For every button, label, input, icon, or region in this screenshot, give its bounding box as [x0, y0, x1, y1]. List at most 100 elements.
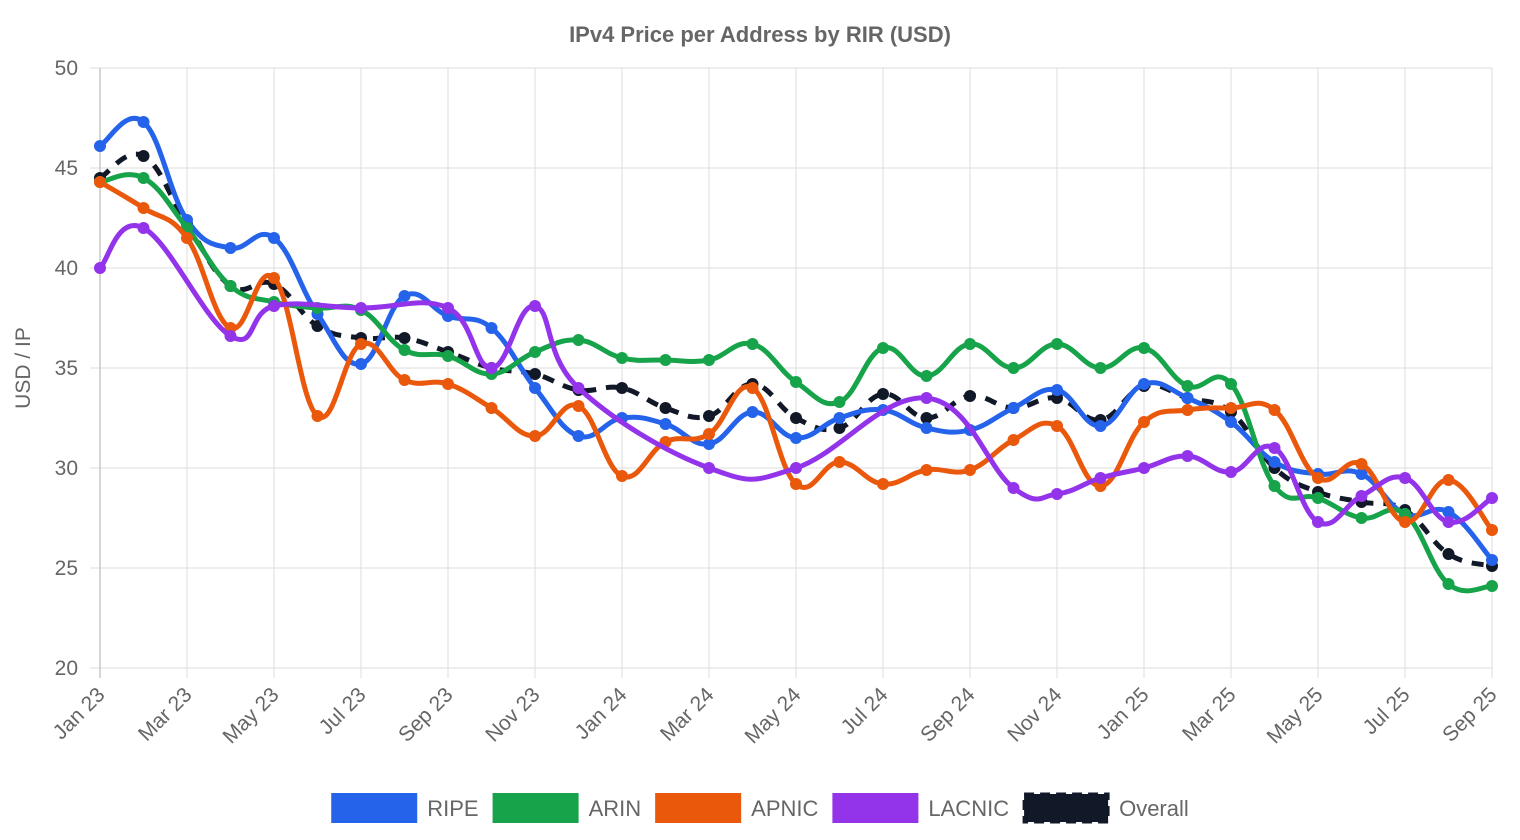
data-point-overall[interactable] [659, 402, 672, 414]
data-point-overall[interactable] [529, 368, 541, 380]
data-point-arin[interactable] [1355, 512, 1368, 524]
data-point-lacnic[interactable] [355, 302, 367, 314]
data-point-apnic[interactable] [877, 478, 889, 490]
legend-item-lacnic[interactable]: LACNIC [832, 793, 1009, 823]
data-point-overall[interactable] [703, 410, 715, 422]
data-point-arin[interactable] [442, 350, 454, 362]
data-point-apnic[interactable] [268, 272, 280, 284]
data-point-arin[interactable] [833, 396, 846, 408]
data-point-arin[interactable] [877, 342, 889, 354]
data-point-arin[interactable] [1312, 492, 1324, 504]
data-point-apnic[interactable] [1051, 420, 1063, 432]
data-point-apnic[interactable] [920, 464, 933, 476]
data-point-apnic[interactable] [703, 428, 715, 440]
data-point-arin[interactable] [1051, 338, 1063, 350]
data-point-lacnic[interactable] [1181, 450, 1194, 462]
data-point-arin[interactable] [1181, 380, 1194, 392]
data-point-apnic[interactable] [355, 338, 367, 350]
data-point-arin[interactable] [137, 172, 150, 184]
data-point-arin[interactable] [1268, 480, 1281, 492]
data-point-arin[interactable] [1225, 378, 1237, 390]
data-point-arin[interactable] [224, 280, 237, 292]
data-point-arin[interactable] [529, 346, 541, 358]
data-point-lacnic[interactable] [1268, 442, 1281, 454]
data-point-lacnic[interactable] [1399, 472, 1411, 484]
legend-item-ripe[interactable]: RIPE [331, 793, 479, 823]
data-point-arin[interactable] [1486, 580, 1498, 592]
data-point-apnic[interactable] [398, 374, 411, 386]
data-point-ripe[interactable] [398, 290, 411, 302]
data-point-apnic[interactable] [311, 410, 324, 422]
data-point-arin[interactable] [616, 352, 628, 364]
legend-item-apnic[interactable]: APNIC [655, 793, 818, 823]
data-point-ripe[interactable] [1007, 402, 1020, 414]
data-point-arin[interactable] [1094, 362, 1107, 374]
data-point-arin[interactable] [1138, 342, 1150, 354]
data-point-apnic[interactable] [833, 456, 846, 468]
data-point-ripe[interactable] [1268, 456, 1281, 468]
data-point-lacnic[interactable] [224, 330, 237, 342]
data-point-apnic[interactable] [1225, 402, 1237, 414]
data-point-ripe[interactable] [1225, 416, 1237, 428]
data-point-ripe[interactable] [1138, 378, 1150, 390]
data-point-apnic[interactable] [964, 464, 976, 476]
data-point-ripe[interactable] [485, 322, 498, 334]
data-point-apnic[interactable] [181, 232, 193, 244]
data-point-ripe[interactable] [746, 406, 759, 418]
data-point-overall[interactable] [877, 388, 889, 400]
data-point-apnic[interactable] [790, 478, 802, 490]
data-point-apnic[interactable] [746, 382, 759, 394]
data-point-ripe[interactable] [1051, 384, 1063, 396]
data-point-overall[interactable] [137, 150, 150, 162]
data-point-arin[interactable] [398, 344, 411, 356]
data-point-lacnic[interactable] [1486, 492, 1498, 504]
data-point-ripe[interactable] [1486, 554, 1498, 566]
data-point-arin[interactable] [964, 338, 976, 350]
data-point-lacnic[interactable] [1312, 516, 1324, 528]
data-point-ripe[interactable] [1355, 468, 1368, 480]
data-point-ripe[interactable] [1442, 506, 1455, 518]
data-point-ripe[interactable] [920, 422, 933, 434]
data-point-lacnic[interactable] [790, 462, 802, 474]
data-point-overall[interactable] [1442, 548, 1455, 560]
data-point-apnic[interactable] [94, 176, 106, 188]
data-point-apnic[interactable] [1181, 404, 1194, 416]
data-point-apnic[interactable] [1399, 516, 1411, 528]
data-point-lacnic[interactable] [94, 262, 106, 274]
data-point-lacnic[interactable] [1225, 466, 1237, 478]
data-point-lacnic[interactable] [1007, 482, 1020, 494]
data-point-arin[interactable] [659, 354, 672, 366]
data-point-lacnic[interactable] [485, 362, 498, 374]
data-point-apnic[interactable] [616, 470, 628, 482]
data-point-ripe[interactable] [790, 432, 802, 444]
data-point-ripe[interactable] [224, 242, 237, 254]
data-point-lacnic[interactable] [268, 300, 280, 312]
data-point-arin[interactable] [746, 338, 759, 350]
data-point-ripe[interactable] [94, 140, 106, 152]
legend-item-arin[interactable]: ARIN [492, 793, 642, 823]
data-point-arin[interactable] [920, 370, 933, 382]
data-point-overall[interactable] [833, 422, 846, 434]
data-point-lacnic[interactable] [703, 462, 715, 474]
data-point-ripe[interactable] [1181, 392, 1194, 404]
data-point-lacnic[interactable] [137, 222, 150, 234]
data-point-apnic[interactable] [1268, 404, 1281, 416]
data-point-lacnic[interactable] [572, 382, 585, 394]
data-point-arin[interactable] [572, 334, 585, 346]
data-point-lacnic[interactable] [1442, 516, 1455, 528]
data-point-ripe[interactable] [659, 418, 672, 430]
data-point-lacnic[interactable] [529, 300, 541, 312]
data-point-ripe[interactable] [703, 438, 715, 450]
data-point-lacnic[interactable] [1355, 490, 1368, 502]
data-point-overall[interactable] [790, 412, 802, 424]
data-point-arin[interactable] [1442, 578, 1455, 590]
data-point-apnic[interactable] [1138, 416, 1150, 428]
data-point-ripe[interactable] [529, 382, 541, 394]
data-point-arin[interactable] [790, 376, 802, 388]
data-point-apnic[interactable] [1312, 472, 1324, 484]
data-point-lacnic[interactable] [1094, 472, 1107, 484]
data-point-overall[interactable] [398, 332, 411, 344]
data-point-apnic[interactable] [1355, 458, 1368, 470]
data-point-overall[interactable] [920, 412, 933, 424]
data-point-apnic[interactable] [485, 402, 498, 414]
